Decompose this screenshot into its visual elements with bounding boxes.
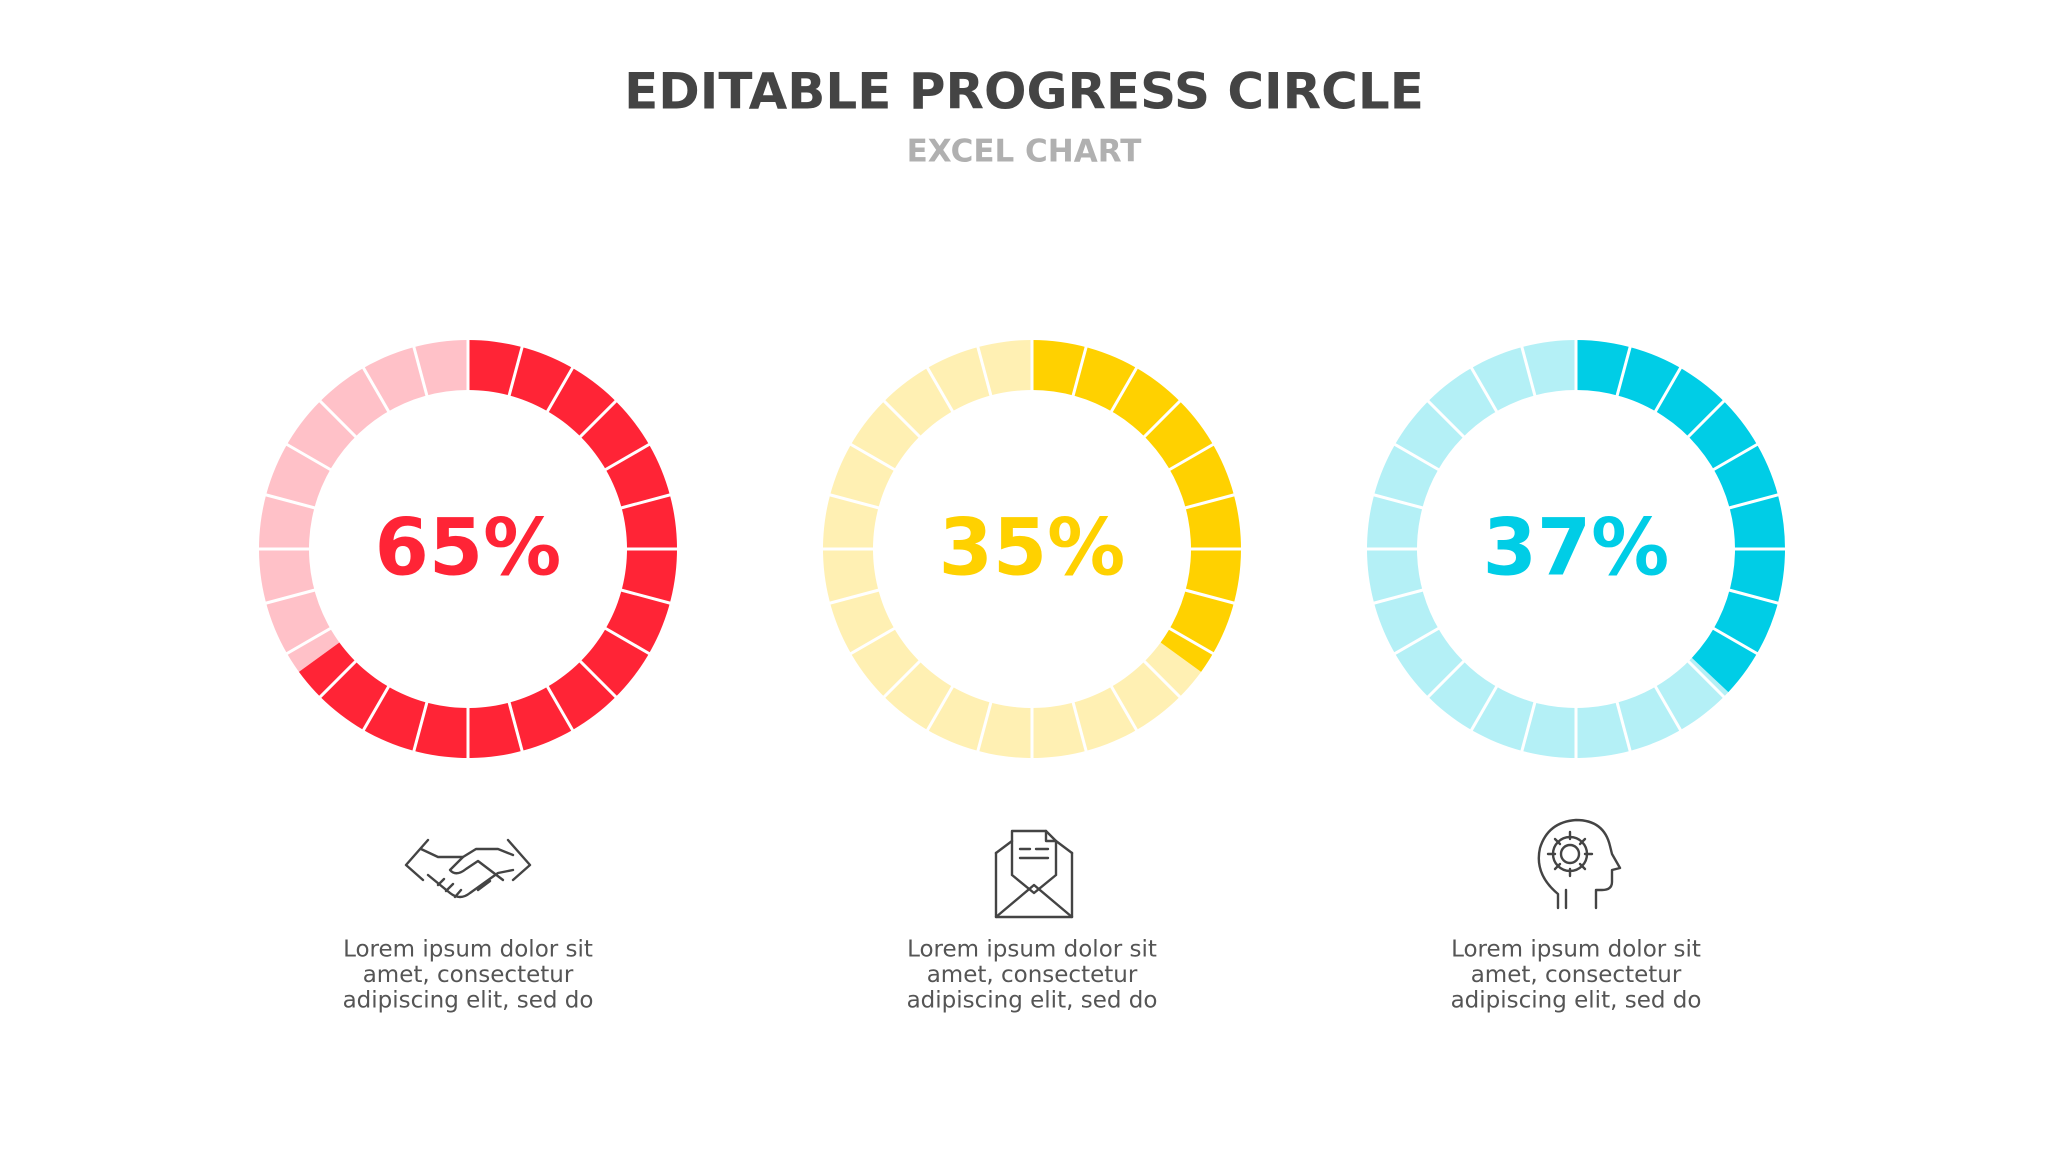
segment-divider bbox=[1166, 441, 1217, 473]
description-line: Lorem ipsum dolor sit bbox=[907, 937, 1157, 963]
segment-divider bbox=[506, 699, 525, 755]
segment-divider bbox=[1391, 625, 1442, 657]
value-label: 35% bbox=[939, 503, 1126, 593]
segment-divider bbox=[360, 683, 392, 734]
segment-divider bbox=[1710, 441, 1761, 473]
segment-divider bbox=[1391, 441, 1442, 473]
segment-divider bbox=[506, 343, 525, 399]
segment-divider bbox=[1182, 587, 1238, 606]
segment-divider bbox=[1468, 683, 1500, 734]
segment-divider bbox=[317, 398, 359, 440]
segment-divider bbox=[924, 364, 956, 415]
segment-divider bbox=[975, 343, 994, 399]
value-label: 65% bbox=[375, 503, 562, 593]
segment-divider bbox=[262, 587, 318, 606]
segment-divider bbox=[1685, 398, 1727, 440]
segment-divider bbox=[411, 699, 430, 755]
segment-divider bbox=[1425, 658, 1467, 700]
segment-divider bbox=[1070, 343, 1089, 399]
segment-divider bbox=[1726, 587, 1782, 606]
segment-divider bbox=[847, 441, 898, 473]
segment-divider bbox=[360, 364, 392, 415]
segment-divider bbox=[1468, 364, 1500, 415]
segment-divider bbox=[1425, 398, 1467, 440]
segment-divider bbox=[1614, 699, 1633, 755]
segment-divider bbox=[1614, 343, 1633, 399]
value-label: 37% bbox=[1483, 503, 1670, 593]
description-line: amet, consectetur bbox=[927, 962, 1138, 988]
segment-divider bbox=[577, 398, 619, 440]
segment-divider bbox=[826, 492, 882, 511]
segment-divider bbox=[283, 625, 334, 657]
segment-divider bbox=[975, 699, 994, 755]
description-line: amet, consectetur bbox=[363, 962, 574, 988]
segment-divider bbox=[847, 625, 898, 657]
head-gear-icon bbox=[1537, 818, 1622, 910]
segment-divider bbox=[881, 398, 923, 440]
segment-divider bbox=[1108, 683, 1140, 734]
segment-divider bbox=[544, 683, 576, 734]
segment-divider bbox=[1519, 699, 1538, 755]
subtitle: EXCEL CHART bbox=[907, 134, 1142, 170]
handshake-icon bbox=[404, 838, 532, 899]
segment-divider bbox=[826, 587, 882, 606]
segment-divider bbox=[1370, 587, 1426, 606]
progress-arc bbox=[1576, 340, 1785, 693]
track-arc bbox=[259, 340, 468, 672]
description-line: amet, consectetur bbox=[1471, 962, 1682, 988]
segment-divider bbox=[1685, 658, 1727, 700]
description-line: adipiscing elit, sed do bbox=[1451, 988, 1702, 1014]
segment-divider bbox=[1726, 492, 1782, 511]
segment-divider bbox=[1652, 364, 1684, 415]
segment-divider bbox=[1141, 398, 1183, 440]
segment-divider bbox=[618, 587, 674, 606]
title: EDITABLE PROGRESS CIRCLE bbox=[624, 63, 1424, 121]
segment-divider bbox=[881, 658, 923, 700]
envelope-icon bbox=[994, 829, 1074, 919]
segment-divider bbox=[602, 625, 653, 657]
segment-divider bbox=[1182, 492, 1238, 511]
progress-arc bbox=[1032, 340, 1241, 672]
segment-divider bbox=[577, 658, 619, 700]
segment-divider bbox=[317, 658, 359, 700]
description-line: adipiscing elit, sed do bbox=[343, 988, 594, 1014]
segment-divider bbox=[1166, 625, 1217, 657]
segment-divider bbox=[1070, 699, 1089, 755]
segment-divider bbox=[602, 441, 653, 473]
description-line: Lorem ipsum dolor sit bbox=[1451, 937, 1701, 963]
segment-divider bbox=[1370, 492, 1426, 511]
segment-divider bbox=[262, 492, 318, 511]
segment-divider bbox=[544, 364, 576, 415]
segment-divider bbox=[411, 343, 430, 399]
segment-divider bbox=[1652, 683, 1684, 734]
description-line: adipiscing elit, sed do bbox=[907, 988, 1158, 1014]
track-arc bbox=[1366, 340, 1729, 758]
description-line: Lorem ipsum dolor sit bbox=[343, 937, 593, 963]
segment-divider bbox=[1519, 343, 1538, 399]
segment-divider bbox=[618, 492, 674, 511]
segment-divider bbox=[1710, 625, 1761, 657]
segment-divider bbox=[1141, 658, 1183, 700]
segment-divider bbox=[1108, 364, 1140, 415]
segment-divider bbox=[283, 441, 334, 473]
segment-divider bbox=[924, 683, 956, 734]
